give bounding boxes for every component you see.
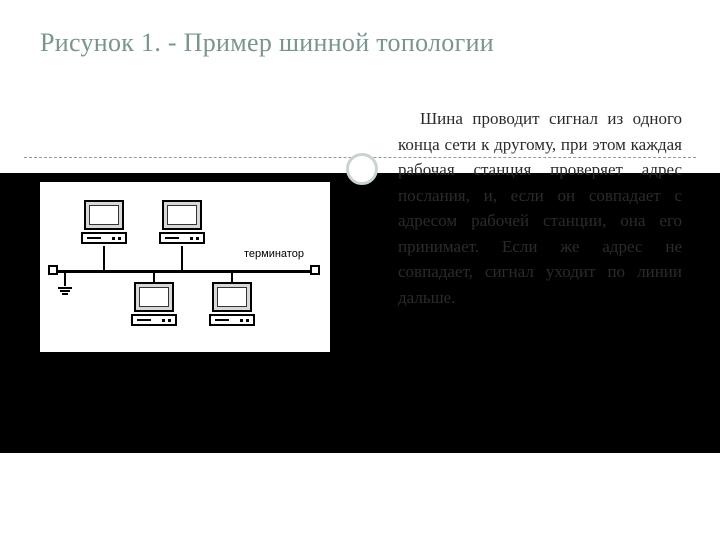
slide-title: Рисунок 1. - Пример шинной топологии — [0, 0, 720, 72]
bus-topology-diagram: терминатор — [40, 182, 330, 352]
pc-base-icon — [131, 314, 177, 326]
ring-decoration — [346, 153, 378, 185]
drop-cable — [181, 246, 183, 272]
drop-cable — [231, 272, 233, 282]
bus-line — [54, 270, 312, 273]
drop-cable — [153, 272, 155, 282]
slide: Рисунок 1. - Пример шинной топологии Шин… — [0, 0, 720, 540]
workstation — [158, 200, 206, 244]
workstation — [80, 200, 128, 244]
terminator-left — [48, 265, 58, 275]
monitor-icon — [134, 282, 174, 312]
ground-symbol — [58, 272, 72, 295]
monitor-icon — [84, 200, 124, 230]
pc-base-icon — [159, 232, 205, 244]
monitor-icon — [212, 282, 252, 312]
workstation — [208, 282, 256, 326]
terminator-right — [310, 265, 320, 275]
monitor-icon — [162, 200, 202, 230]
pc-base-icon — [81, 232, 127, 244]
terminator-label: терминатор — [244, 248, 304, 260]
body-paragraph: Шина проводит сигнал из одного конца сет… — [398, 106, 682, 310]
pc-base-icon — [209, 314, 255, 326]
drop-cable — [103, 246, 105, 272]
workstation — [130, 282, 178, 326]
